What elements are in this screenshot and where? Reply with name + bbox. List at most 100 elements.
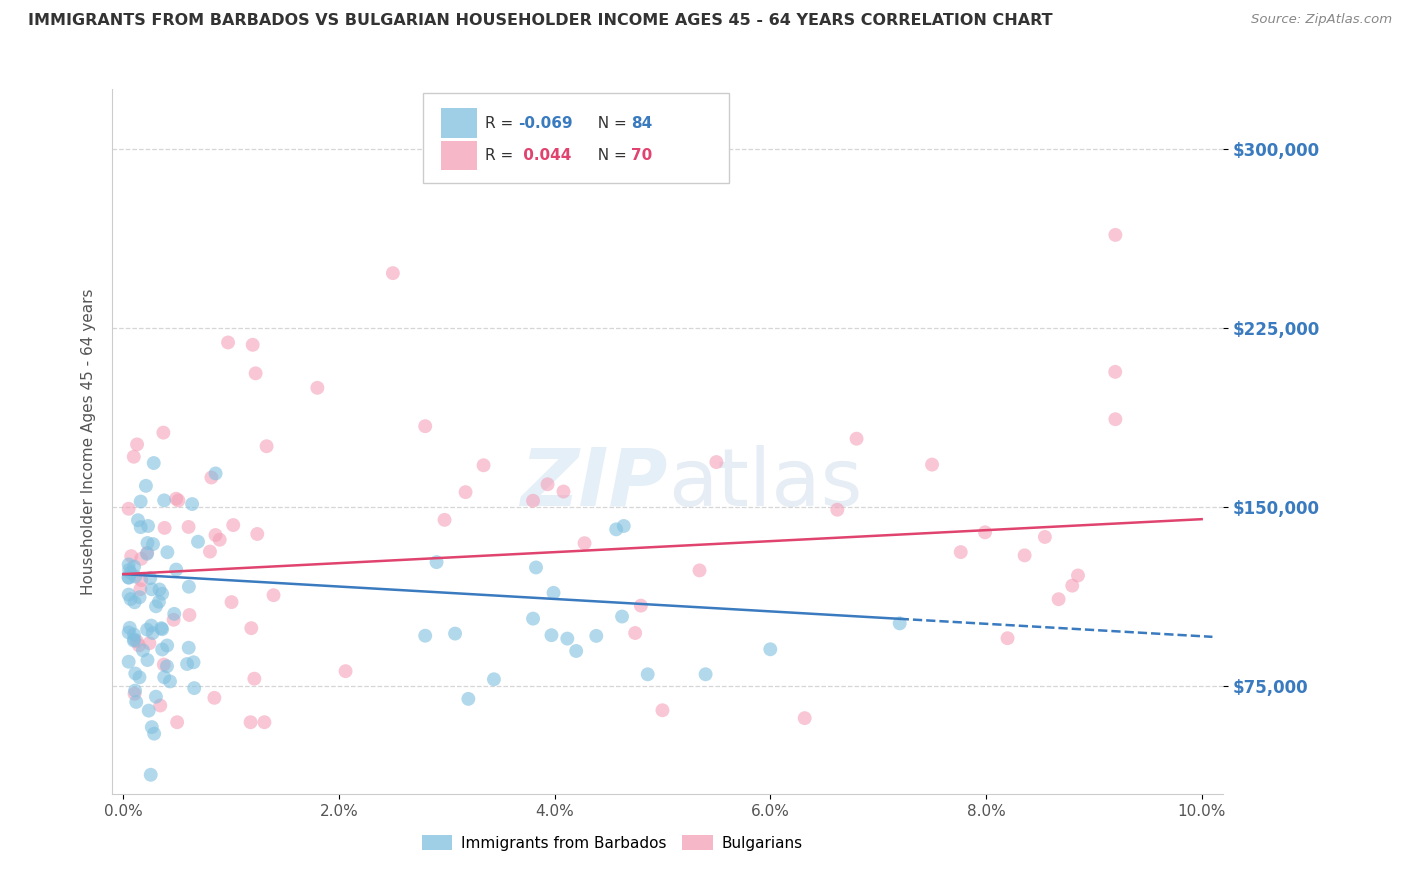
Point <box>651 703 673 717</box>
Point <box>129 551 152 566</box>
Point <box>974 525 997 540</box>
Point <box>307 381 329 395</box>
FancyBboxPatch shape <box>441 108 477 138</box>
Point <box>142 456 165 470</box>
Point <box>118 625 141 640</box>
Point <box>145 599 167 614</box>
Point <box>1067 568 1090 582</box>
Point <box>706 455 728 469</box>
Point <box>120 566 142 580</box>
Text: R =: R = <box>485 148 517 163</box>
Point <box>630 599 652 613</box>
Point <box>139 768 162 782</box>
Point <box>181 497 204 511</box>
Point <box>122 627 145 641</box>
Point <box>122 633 145 648</box>
Point <box>217 335 239 350</box>
Point <box>243 672 266 686</box>
Point <box>153 493 176 508</box>
Point <box>1047 592 1070 607</box>
Point <box>1033 530 1056 544</box>
Point <box>845 432 868 446</box>
Point <box>1062 579 1084 593</box>
Point <box>118 563 141 577</box>
Point <box>148 595 170 609</box>
Point <box>1014 549 1036 563</box>
Point <box>222 518 245 533</box>
Point <box>167 493 190 508</box>
Point <box>153 657 176 672</box>
Point <box>522 493 544 508</box>
Point <box>482 673 505 687</box>
Point <box>253 715 276 730</box>
Point <box>613 519 636 533</box>
Point <box>183 681 205 695</box>
Text: N =: N = <box>588 148 631 163</box>
Point <box>156 639 179 653</box>
Point <box>142 626 165 640</box>
Point <box>159 674 181 689</box>
Point <box>118 588 141 602</box>
Point <box>433 513 456 527</box>
Point <box>120 549 142 563</box>
Text: Source: ZipAtlas.com: Source: ZipAtlas.com <box>1251 13 1392 27</box>
Point <box>689 563 711 577</box>
Point <box>454 485 477 500</box>
Text: R =: R = <box>485 116 517 130</box>
Point <box>179 607 201 622</box>
Point <box>1104 227 1126 242</box>
Point <box>543 586 565 600</box>
Point <box>208 533 231 547</box>
Point <box>150 622 173 636</box>
Point <box>138 704 160 718</box>
Point <box>118 571 141 585</box>
Point <box>139 571 162 585</box>
Text: 84: 84 <box>631 116 652 130</box>
Point <box>256 439 278 453</box>
Point <box>124 595 146 609</box>
Point <box>177 640 200 655</box>
Point <box>136 547 159 561</box>
Point <box>585 629 607 643</box>
Point <box>122 632 145 647</box>
Point <box>150 642 173 657</box>
Point <box>127 513 149 527</box>
FancyBboxPatch shape <box>423 93 728 183</box>
Point <box>131 573 153 587</box>
Point <box>221 595 243 609</box>
Point <box>457 691 479 706</box>
Point <box>125 437 148 451</box>
Text: 0.044: 0.044 <box>517 148 571 163</box>
Point <box>145 690 167 704</box>
Point <box>198 544 221 558</box>
Point <box>637 667 659 681</box>
Point <box>1104 365 1126 379</box>
Point <box>129 582 152 596</box>
Point <box>152 425 174 440</box>
Point <box>827 502 849 516</box>
Point <box>574 536 596 550</box>
Point <box>162 613 184 627</box>
Point <box>624 626 647 640</box>
Point <box>150 587 173 601</box>
Point <box>263 588 285 602</box>
Point <box>889 616 911 631</box>
Point <box>135 479 157 493</box>
Text: N =: N = <box>588 116 631 130</box>
Point <box>118 558 141 572</box>
Point <box>136 623 159 637</box>
Point <box>149 698 172 713</box>
Point <box>124 666 146 681</box>
Point <box>426 555 449 569</box>
Point <box>118 621 141 635</box>
Point <box>522 612 544 626</box>
Point <box>240 621 263 635</box>
Point <box>136 536 159 550</box>
Point <box>177 520 200 534</box>
Point <box>125 695 148 709</box>
Point <box>156 659 179 673</box>
Point <box>1104 412 1126 426</box>
Point <box>128 639 150 653</box>
Point <box>177 580 200 594</box>
Point <box>239 715 262 730</box>
